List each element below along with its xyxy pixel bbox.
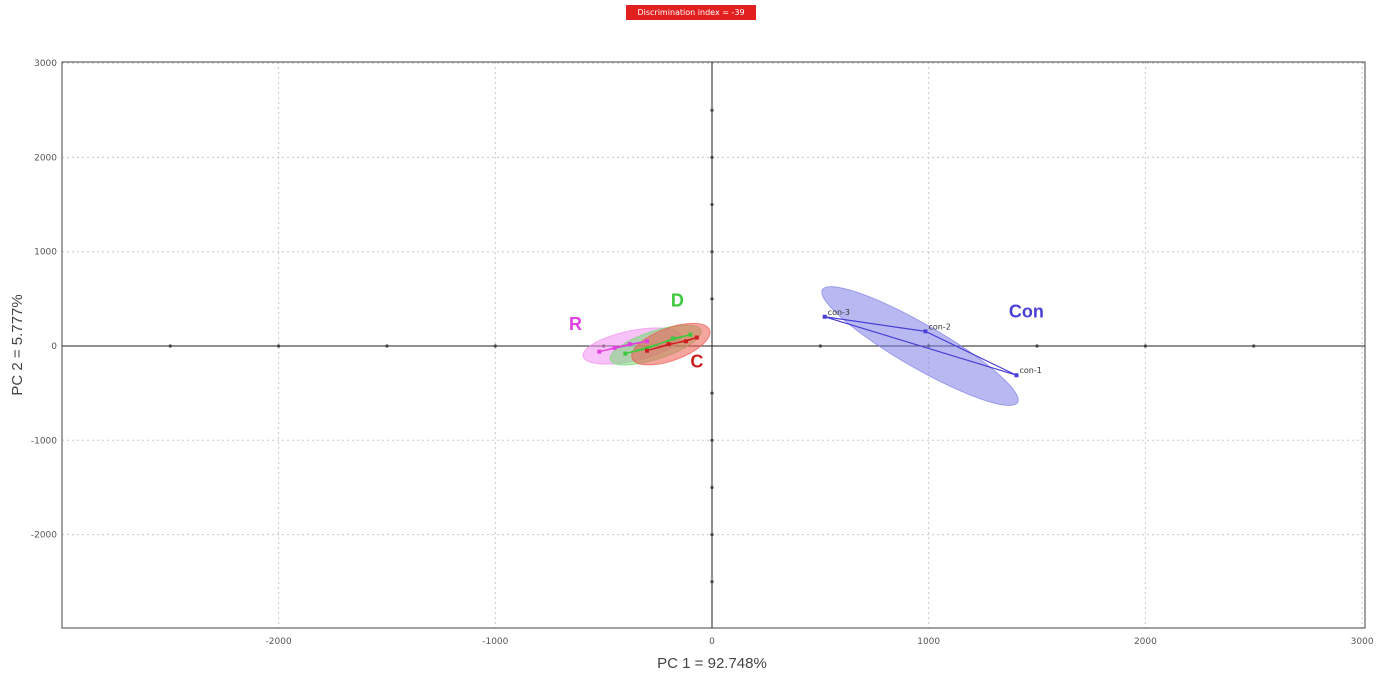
y-tick-label: 3000 [34, 59, 57, 69]
axis-tick-mark [710, 108, 714, 112]
group-label-r: R [569, 314, 582, 334]
plot-frame [61, 61, 1366, 629]
axes [61, 61, 1366, 629]
axis-tick-mark [277, 344, 281, 348]
data-point-d [688, 332, 693, 337]
data-point-r [627, 342, 632, 347]
axis-tick-mark [710, 391, 714, 395]
x-axis-title: PC 1 = 92.748% [657, 655, 767, 672]
data-point-con [923, 329, 928, 334]
axis-tick-mark [710, 155, 714, 159]
point-label: con-1 [1019, 366, 1041, 375]
axis-tick-mark [385, 344, 389, 348]
axis-tick-mark [710, 438, 714, 442]
axis-tick-mark [818, 344, 822, 348]
y-tick-label: -1000 [31, 436, 57, 446]
y-tick-label: 2000 [34, 153, 57, 163]
x-tick-label: 2000 [1134, 637, 1157, 647]
data-point-r [644, 339, 649, 344]
data-point-r [612, 345, 617, 350]
axis-tick-mark [168, 344, 172, 348]
x-tick-label: 3000 [1351, 637, 1374, 647]
data-point-con [822, 314, 827, 319]
point-label: con-2 [928, 322, 950, 331]
x-tick-label: 1000 [917, 637, 940, 647]
discrimination-index-badge: Discrimination index = -39 [626, 5, 756, 20]
group-label-c: C [690, 352, 703, 372]
data-point-r [597, 349, 602, 354]
connector-con [824, 316, 1017, 376]
axis-tick-mark [710, 485, 714, 490]
data-point-c [694, 335, 699, 340]
grid-lines [62, 62, 1365, 628]
y-tick-label: 0 [51, 342, 57, 352]
axis-tick-mark [493, 344, 497, 348]
axis-tick-mark [710, 533, 714, 537]
axis-tick-mark [1035, 344, 1039, 348]
axis-tick-mark [710, 580, 714, 584]
tick-labels: -2000 -1000 0 1000 2000 3000 3000 2000 1000 0 -100… [31, 59, 1374, 647]
data-point-con [1014, 373, 1019, 378]
data-point-c [666, 342, 671, 347]
data-point-c [644, 348, 649, 353]
y-axis-title: PC 2 = 5.777% [9, 294, 26, 395]
axis-tick-mark [710, 250, 714, 254]
axis-tick-mark [710, 297, 714, 301]
x-tick-label: 0 [709, 637, 715, 647]
data-point-c [683, 339, 688, 344]
data-point-d [670, 336, 675, 341]
y-tick-label: -2000 [31, 531, 57, 541]
data-point-d [623, 351, 628, 356]
axis-tick-mark [1143, 344, 1147, 348]
x-tick-label: -1000 [482, 637, 508, 647]
group-label-con: Con [1009, 302, 1044, 322]
group-label-d: D [671, 290, 684, 310]
data-points: con-3 con-2 con-1 [597, 308, 1042, 378]
group-labels: Con D R C [569, 290, 1044, 371]
y-tick-label: 1000 [34, 248, 57, 258]
axis-tick-mark [1252, 344, 1256, 348]
x-tick-label: -2000 [266, 637, 292, 647]
point-label: con-3 [828, 308, 850, 317]
axis-tick-mark [710, 202, 714, 207]
